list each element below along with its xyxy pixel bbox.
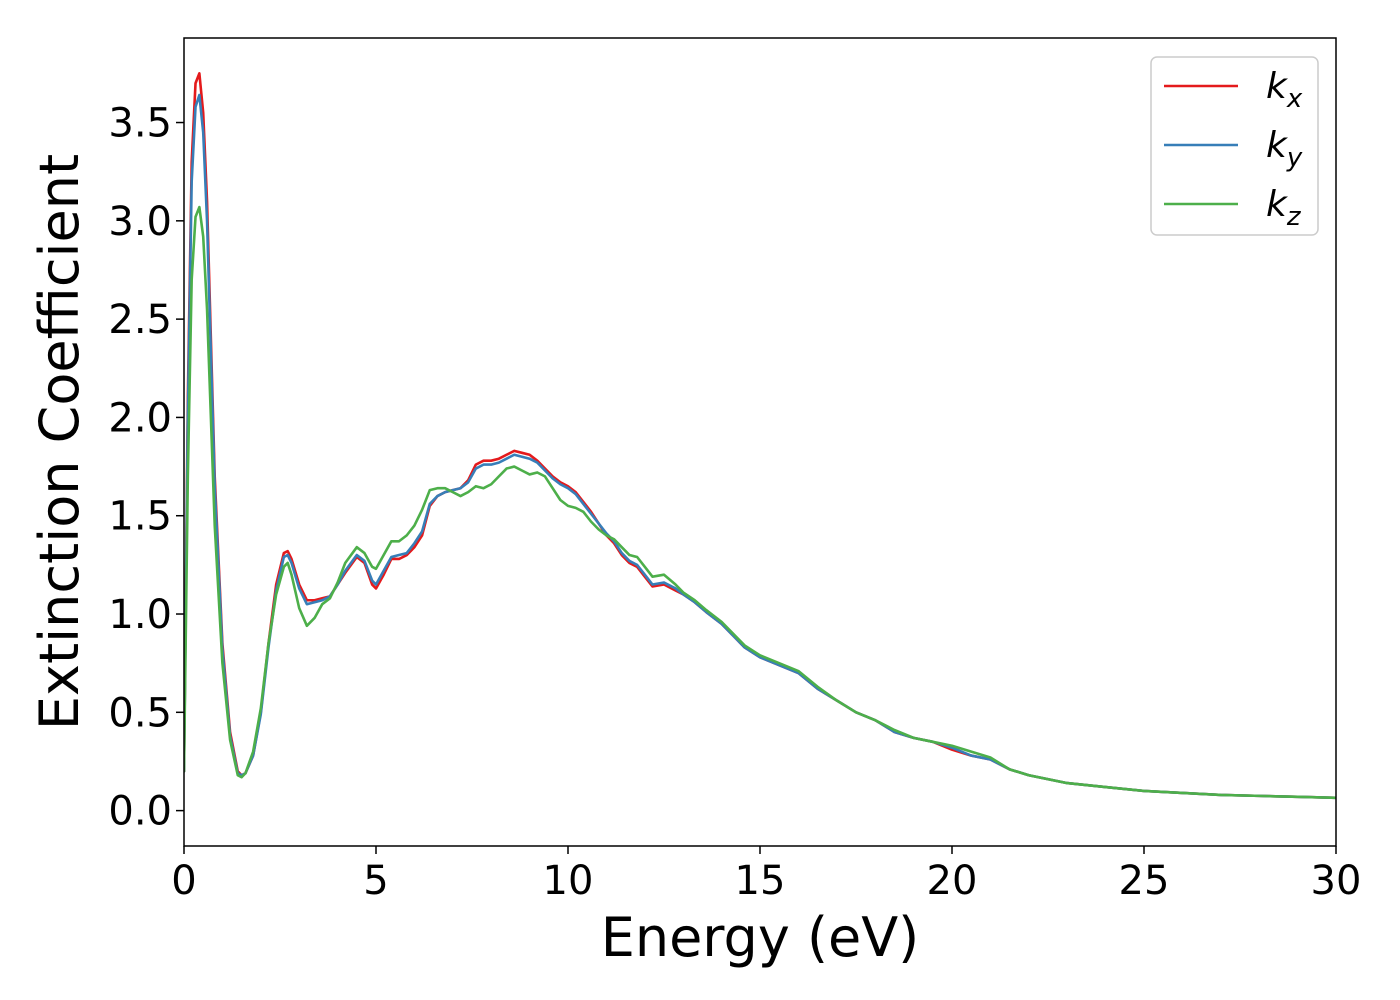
y-axis-ticks: 0.0 0.5 1.0 1.5 2.0 2.5 3.0 3.5 xyxy=(108,101,184,835)
legend-label-subscript: y xyxy=(1286,143,1303,173)
y-tick-label: 3.5 xyxy=(108,101,172,147)
series-line-kz xyxy=(184,205,1336,800)
legend-label-main: k xyxy=(1266,125,1289,166)
y-tick-label: 0.5 xyxy=(108,690,172,736)
legend-label-subscript: x xyxy=(1286,84,1303,114)
y-tick-label: 0.0 xyxy=(108,789,172,835)
x-axis-ticks: 0 5 10 15 20 25 30 xyxy=(171,846,1361,904)
x-tick-label: 20 xyxy=(927,858,978,904)
legend-label-ky: ky xyxy=(1266,125,1303,173)
legend-label-main: k xyxy=(1266,184,1289,225)
x-tick-label: 25 xyxy=(1119,858,1170,904)
y-axis-label: Extinction Coefficient xyxy=(28,154,91,730)
x-tick-label: 30 xyxy=(1311,858,1362,904)
x-tick-label: 0 xyxy=(171,858,196,904)
x-tick-label: 5 xyxy=(363,858,388,904)
legend-label-kz: kz xyxy=(1266,184,1302,232)
legend-label-main: k xyxy=(1266,66,1289,107)
x-tick-label: 15 xyxy=(735,858,786,904)
y-tick-label: 2.0 xyxy=(108,395,172,441)
legend-label-subscript: z xyxy=(1286,202,1302,232)
y-tick-label: 2.5 xyxy=(108,297,172,343)
series-lines xyxy=(184,72,1336,800)
x-tick-label: 10 xyxy=(543,858,594,904)
y-tick-label: 3.0 xyxy=(108,199,172,245)
legend-label-kx: kx xyxy=(1266,66,1303,114)
y-tick-label: 1.0 xyxy=(108,592,172,638)
y-tick-label: 1.5 xyxy=(108,494,172,540)
x-axis-label: Energy (eV) xyxy=(601,906,920,969)
